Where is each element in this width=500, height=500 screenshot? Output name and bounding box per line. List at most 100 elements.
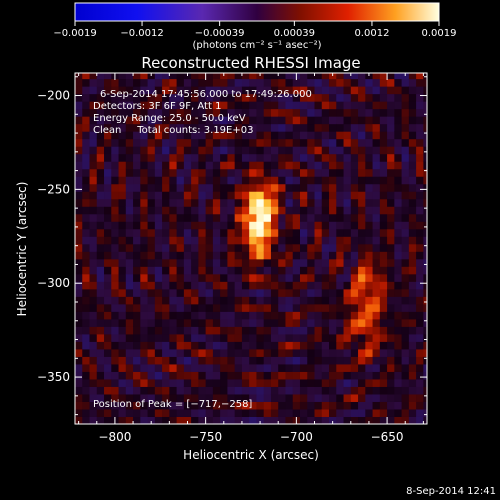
heatmap-cell (423, 416, 427, 424)
footer-timestamp: 8-Sep-2014 12:41 (406, 486, 496, 497)
heatmap-cell (241, 206, 250, 215)
heatmap-cell (329, 273, 337, 282)
heatmap-cell (336, 401, 345, 410)
heatmap-cell (133, 86, 141, 95)
heatmap-cell (263, 356, 272, 365)
heatmap-cell (169, 183, 178, 192)
heatmap-cell (183, 258, 192, 267)
heatmap-cell (205, 356, 214, 365)
heatmap-cell (256, 311, 265, 320)
heatmap-cell (416, 221, 424, 230)
heatmap-cell (140, 138, 149, 147)
heatmap-cell (394, 73, 403, 80)
heatmap-cell (329, 146, 337, 155)
heatmap-cell (169, 363, 178, 372)
heatmap-cell (365, 168, 374, 177)
heatmap-cell (183, 393, 192, 402)
heatmap-cell (227, 228, 236, 237)
heatmap-cell (292, 408, 301, 417)
heatmap-cell (118, 341, 127, 350)
heatmap-cell (365, 131, 374, 140)
heatmap-cell (372, 258, 381, 267)
heatmap-cell (387, 168, 395, 177)
heatmap-cell (365, 273, 374, 282)
heatmap-cell (205, 311, 214, 320)
heatmap-cell (394, 348, 403, 357)
heatmap-cell (191, 318, 199, 327)
heatmap-cell (321, 318, 330, 327)
heatmap-cell (263, 123, 272, 132)
heatmap-cell (234, 258, 243, 267)
heatmap-cell (234, 198, 243, 207)
heatmap-cell (191, 236, 199, 245)
heatmap-cell (162, 86, 170, 95)
heatmap-cell (234, 378, 243, 387)
heatmap-cell (205, 108, 214, 117)
heatmap-cell (387, 386, 395, 395)
heatmap-cell (336, 333, 345, 342)
heatmap-cell (140, 86, 149, 95)
heatmap-cell (125, 266, 134, 275)
heatmap-cell (183, 78, 192, 87)
heatmap-cell (285, 416, 294, 424)
heatmap-cell (256, 416, 265, 424)
heatmap-cell (212, 311, 221, 320)
heatmap-cell (82, 116, 91, 125)
heatmap-cell (140, 146, 149, 155)
heatmap-cell (329, 101, 337, 110)
heatmap-cell (89, 73, 98, 80)
heatmap-cell (75, 333, 83, 342)
heatmap-cell (82, 131, 91, 140)
heatmap-cell (270, 101, 279, 110)
heatmap-cell (379, 116, 388, 125)
heatmap-cell (299, 326, 308, 335)
heatmap-cell (423, 408, 427, 417)
heatmap-cell (212, 183, 221, 192)
heatmap-cell (365, 363, 374, 372)
heatmap-cell (191, 393, 199, 402)
heatmap-cell (350, 401, 359, 410)
heatmap-cell (358, 326, 366, 335)
heatmap-cell (169, 288, 178, 297)
heatmap-cell (256, 86, 265, 95)
heatmap-cell (379, 131, 388, 140)
heatmap-cell (278, 146, 286, 155)
heatmap-cell (162, 393, 170, 402)
heatmap-cell (299, 258, 308, 267)
heatmap-cell (140, 206, 149, 215)
heatmap-cell (212, 333, 221, 342)
heatmap-cell (285, 341, 294, 350)
heatmap-cell (358, 123, 366, 132)
heatmap-cell (82, 303, 91, 312)
peak-position-label: Position of Peak = [−717,−258] (93, 399, 252, 410)
heatmap-cell (154, 378, 163, 387)
heatmap-cell (299, 116, 308, 125)
heatmap-cell (401, 176, 410, 185)
heatmap-cell (401, 123, 410, 132)
heatmap-cell (147, 281, 156, 290)
heatmap-cell (256, 401, 265, 410)
heatmap-cell (408, 378, 417, 387)
heatmap-cell (263, 153, 272, 162)
heatmap-cell (299, 243, 308, 252)
heatmap-cell (416, 348, 424, 357)
heatmap-cell (227, 326, 236, 335)
heatmap-cell (299, 161, 308, 170)
heatmap-cell (387, 258, 395, 267)
heatmap-cell (162, 101, 170, 110)
heatmap-cell (220, 101, 228, 110)
heatmap-cell (162, 318, 170, 327)
heatmap-cell (241, 251, 250, 260)
heatmap-cell (162, 213, 170, 222)
heatmap-cell (365, 138, 374, 147)
heatmap-cell (198, 378, 207, 387)
heatmap-cell (423, 281, 427, 290)
heatmap-cell (416, 311, 424, 320)
heatmap-cell (379, 78, 388, 87)
heatmap-cell (336, 191, 345, 200)
heatmap-cell (241, 311, 250, 320)
heatmap-cell (343, 101, 352, 110)
heatmap-cell (379, 153, 388, 162)
heatmap-cell (350, 93, 359, 102)
colorbar-tick-label: 0.0019 (422, 28, 457, 39)
